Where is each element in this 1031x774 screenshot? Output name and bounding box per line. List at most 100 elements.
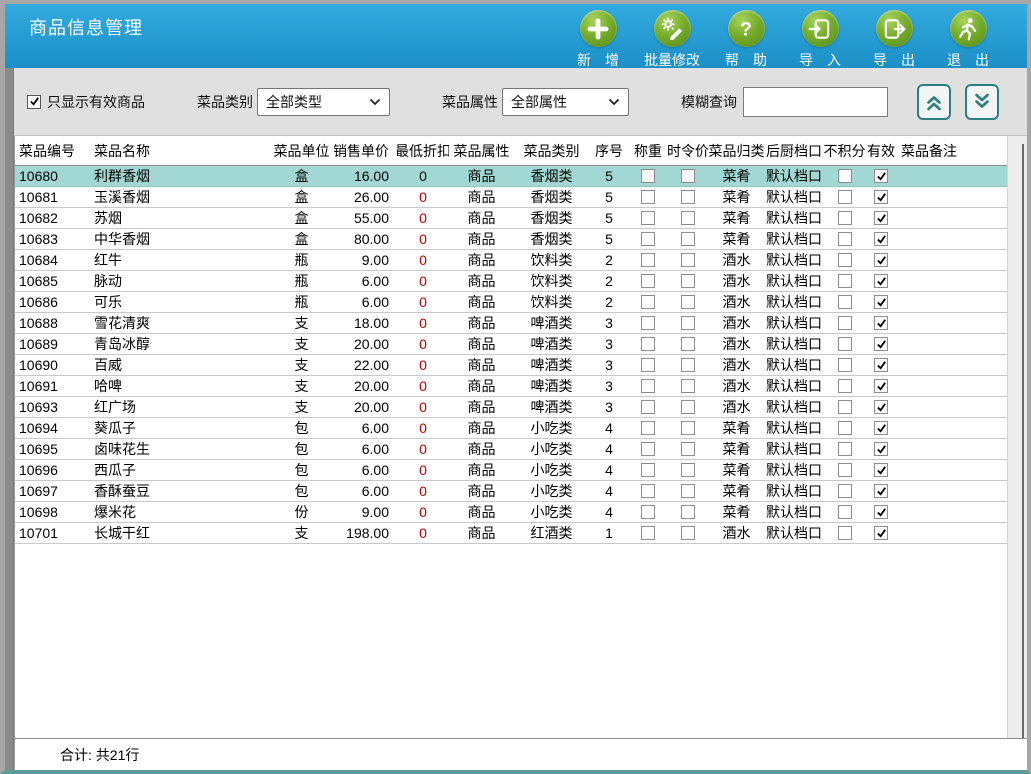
seasonal-price-checkbox[interactable] — [681, 379, 695, 393]
vertical-scrollbar[interactable] — [1007, 136, 1027, 738]
column-header-seasonal[interactable]: 时令价 — [667, 142, 709, 159]
weigh-checkbox[interactable] — [641, 211, 655, 225]
no-points-checkbox[interactable] — [837, 463, 852, 477]
category-select[interactable]: 全部类型 — [257, 87, 390, 116]
seasonal-price-checkbox[interactable] — [681, 211, 695, 225]
weigh-checkbox[interactable] — [641, 190, 655, 204]
valid-checkbox[interactable] — [874, 400, 888, 414]
valid-checkbox[interactable] — [874, 316, 888, 330]
batch-edit-button[interactable]: 批量修改 — [635, 10, 709, 70]
help-button[interactable]: ? 帮 助 — [709, 10, 783, 70]
weigh-checkbox[interactable] — [641, 484, 655, 498]
valid-checkbox[interactable] — [874, 274, 888, 288]
valid-checkbox[interactable] — [874, 463, 888, 477]
add-button[interactable]: 新 增 — [561, 10, 635, 70]
table-row[interactable]: 10681 玉溪香烟 盒 26.00 0 商品 香烟类 5 菜肴 默认档口 — [15, 187, 1007, 208]
seasonal-price-checkbox[interactable] — [681, 463, 695, 477]
no-points-checkbox[interactable] — [837, 253, 852, 267]
seasonal-price-checkbox[interactable] — [681, 232, 695, 246]
seasonal-price-checkbox[interactable] — [681, 169, 695, 183]
show-valid-only-checkbox[interactable]: 只显示有效商品 — [27, 92, 145, 112]
table-row[interactable]: 10693 红广场 支 20.00 0 商品 啤酒类 3 酒水 默认档口 — [15, 397, 1007, 418]
scrollbar-thumb[interactable] — [1022, 144, 1024, 738]
table-row[interactable]: 10691 哈啤 支 20.00 0 商品 啤酒类 3 酒水 默认档口 — [15, 376, 1007, 397]
weigh-checkbox[interactable] — [641, 274, 655, 288]
table-row[interactable]: 10682 苏烟 盒 55.00 0 商品 香烟类 5 菜肴 默认档口 — [15, 208, 1007, 229]
valid-checkbox[interactable] — [874, 358, 888, 372]
weigh-checkbox[interactable] — [641, 400, 655, 414]
weigh-checkbox[interactable] — [641, 232, 655, 246]
seasonal-price-checkbox[interactable] — [681, 400, 695, 414]
valid-checkbox[interactable] — [874, 295, 888, 309]
table-row[interactable]: 10695 卤味花生 包 6.00 0 商品 小吃类 4 菜肴 默认档口 — [15, 439, 1007, 460]
seasonal-price-checkbox[interactable] — [681, 526, 695, 540]
column-header-discount[interactable]: 最低折扣 — [397, 142, 449, 159]
valid-checkbox[interactable] — [874, 232, 888, 246]
no-points-checkbox[interactable] — [837, 169, 852, 183]
weigh-checkbox[interactable] — [641, 526, 655, 540]
no-points-checkbox[interactable] — [837, 316, 852, 330]
valid-checkbox[interactable] — [874, 190, 888, 204]
weigh-checkbox[interactable] — [641, 442, 655, 456]
valid-checkbox[interactable] — [874, 337, 888, 351]
no-points-checkbox[interactable] — [837, 484, 852, 498]
no-points-checkbox[interactable] — [837, 505, 852, 519]
no-points-checkbox[interactable] — [837, 274, 852, 288]
column-header-code[interactable]: 菜品编号 — [19, 142, 75, 159]
seasonal-price-checkbox[interactable] — [681, 421, 695, 435]
table-row[interactable]: 10696 西瓜子 包 6.00 0 商品 小吃类 4 菜肴 默认档口 — [15, 460, 1007, 481]
no-points-checkbox[interactable] — [837, 421, 852, 435]
column-header-unit[interactable]: 菜品单位 — [273, 142, 330, 159]
column-header-no_points[interactable]: 不积分 — [824, 142, 865, 159]
valid-checkbox[interactable] — [874, 253, 888, 267]
column-header-price[interactable]: 销售单价 — [334, 142, 389, 159]
attribute-select[interactable]: 全部属性 — [502, 87, 629, 116]
no-points-checkbox[interactable] — [837, 232, 852, 246]
table-row[interactable]: 10680 利群香烟 盒 16.00 0 商品 香烟类 5 菜肴 默认档口 — [15, 166, 1007, 187]
no-points-checkbox[interactable] — [837, 190, 852, 204]
column-header-valid[interactable]: 有效 — [867, 142, 895, 159]
no-points-checkbox[interactable] — [837, 358, 852, 372]
table-row[interactable]: 10697 香酥蚕豆 包 6.00 0 商品 小吃类 4 菜肴 默认档口 — [15, 481, 1007, 502]
column-header-category[interactable]: 菜品类别 — [523, 142, 580, 159]
weigh-checkbox[interactable] — [641, 253, 655, 267]
column-header-name[interactable]: 菜品名称 — [94, 142, 150, 159]
column-header-attr[interactable]: 菜品属性 — [453, 142, 510, 159]
no-points-checkbox[interactable] — [837, 337, 852, 351]
no-points-checkbox[interactable] — [837, 379, 852, 393]
weigh-checkbox[interactable] — [641, 337, 655, 351]
valid-checkbox[interactable] — [874, 379, 888, 393]
table-row[interactable]: 10690 百威 支 22.00 0 商品 啤酒类 3 酒水 默认档口 — [15, 355, 1007, 376]
weigh-checkbox[interactable] — [641, 295, 655, 309]
table-row[interactable]: 10684 红牛 瓶 9.00 0 商品 饮料类 2 酒水 默认档口 — [15, 250, 1007, 271]
no-points-checkbox[interactable] — [837, 526, 852, 540]
weigh-checkbox[interactable] — [641, 379, 655, 393]
table-row[interactable]: 10688 雪花清爽 支 18.00 0 商品 啤酒类 3 酒水 默认档口 — [15, 313, 1007, 334]
table-row[interactable]: 10686 可乐 瓶 6.00 0 商品 饮料类 2 酒水 默认档口 — [15, 292, 1007, 313]
no-points-checkbox[interactable] — [837, 442, 852, 456]
weigh-checkbox[interactable] — [641, 421, 655, 435]
seasonal-price-checkbox[interactable] — [681, 337, 695, 351]
no-points-checkbox[interactable] — [837, 211, 852, 225]
valid-checkbox[interactable] — [874, 484, 888, 498]
weigh-checkbox[interactable] — [641, 169, 655, 183]
valid-checkbox[interactable] — [874, 169, 888, 183]
page-down-button[interactable] — [965, 83, 999, 120]
table-row[interactable]: 10683 中华香烟 盒 80.00 0 商品 香烟类 5 菜肴 默认档口 — [15, 229, 1007, 250]
import-button[interactable]: 导 入 — [783, 10, 857, 70]
valid-checkbox[interactable] — [874, 442, 888, 456]
weigh-checkbox[interactable] — [641, 316, 655, 330]
export-button[interactable]: 导 出 — [857, 10, 931, 70]
weigh-checkbox[interactable] — [641, 358, 655, 372]
page-up-button[interactable] — [917, 83, 951, 120]
column-header-station[interactable]: 后厨档口 — [766, 142, 822, 159]
seasonal-price-checkbox[interactable] — [681, 274, 695, 288]
seasonal-price-checkbox[interactable] — [681, 442, 695, 456]
table-row[interactable]: 10698 爆米花 份 9.00 0 商品 小吃类 4 菜肴 默认档口 — [15, 502, 1007, 523]
exit-button[interactable]: 退 出 — [931, 10, 1005, 70]
column-header-weigh[interactable]: 称重 — [634, 142, 662, 159]
seasonal-price-checkbox[interactable] — [681, 505, 695, 519]
search-input[interactable] — [743, 86, 888, 117]
weigh-checkbox[interactable] — [641, 505, 655, 519]
seasonal-price-checkbox[interactable] — [681, 253, 695, 267]
